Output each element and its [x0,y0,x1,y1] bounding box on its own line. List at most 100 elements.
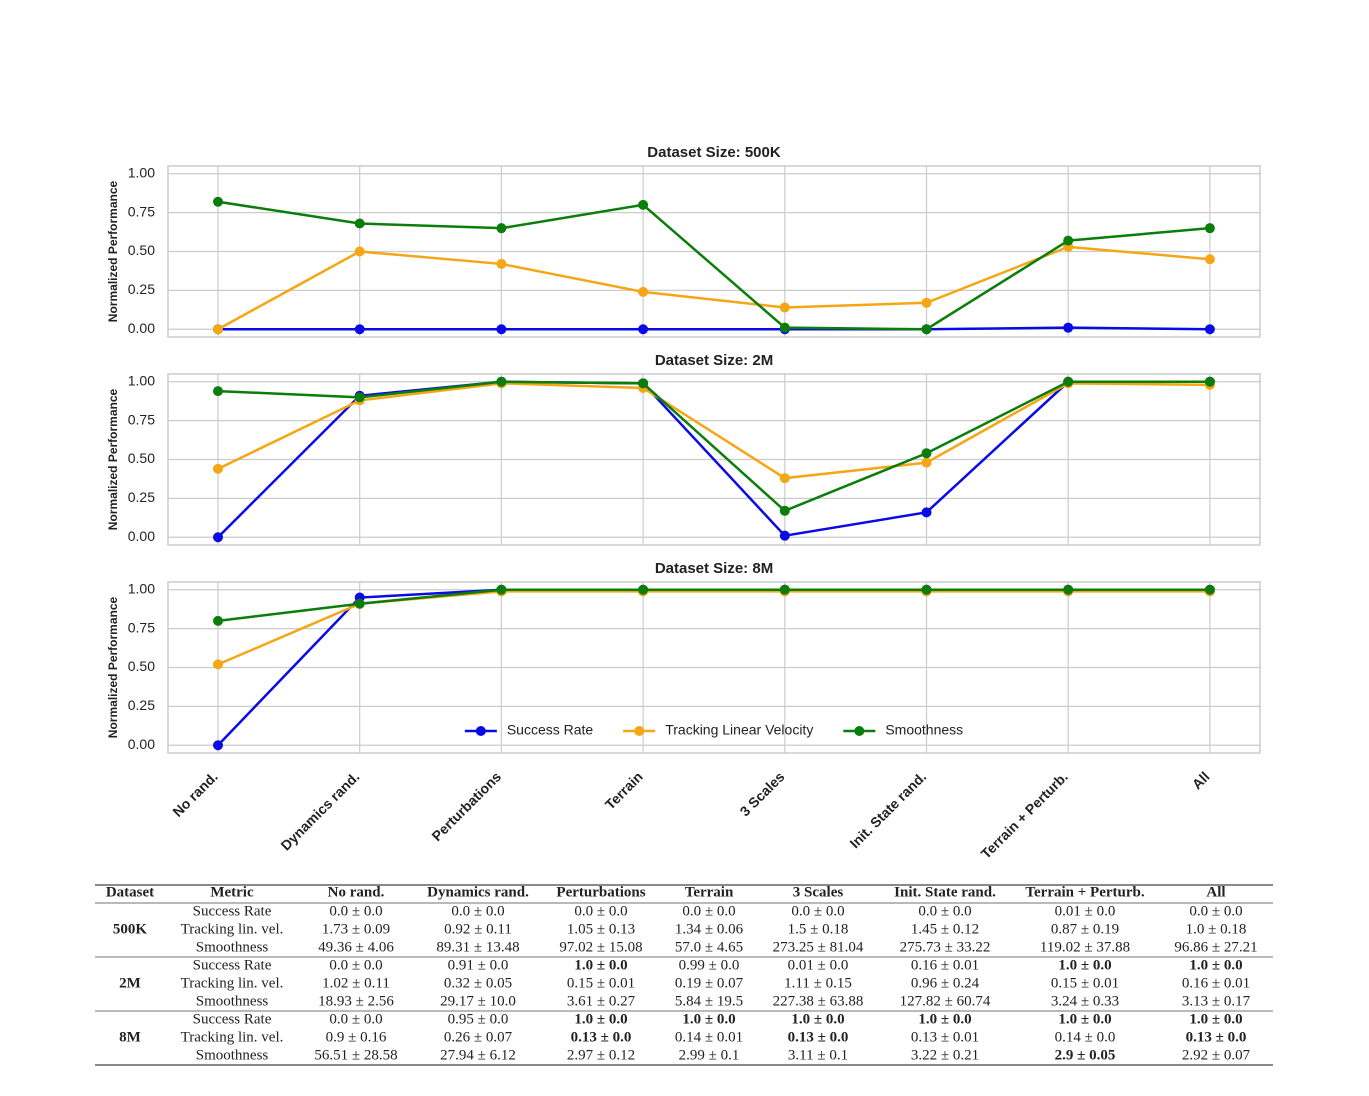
table-cell: 0.0 ± 0.0 [1189,903,1242,919]
metric-label: Tracking lin. vel. [181,921,284,937]
y-tick-label: 0.25 [128,697,155,713]
table-cell: 0.0 ± 0.0 [329,957,382,973]
point [779,584,790,595]
point [213,196,223,207]
point [354,324,365,335]
point [354,392,365,403]
y-tick-label: 1.00 [128,164,155,180]
point [213,386,223,397]
table-cell: 0.32 ± 0.05 [444,975,512,991]
metric-label: Smoothness [196,939,269,955]
point [1063,322,1074,333]
series-line [217,588,1210,623]
point [779,530,790,541]
legend-marker [475,726,486,736]
y-axis-label: Normalized Performance [106,596,120,738]
point [921,457,932,468]
table-cell: 0.14 ± 0.01 [675,1029,743,1045]
table-cell: 0.9 ± 0.16 [326,1029,387,1045]
table-header: Dynamics rand. [427,884,529,900]
table-cell: 0.15 ± 0.01 [567,975,635,991]
point [496,324,507,335]
metric-label: Success Rate [193,1011,272,1027]
table-cell: 0.16 ± 0.01 [911,957,979,973]
metric-label: Tracking lin. vel. [181,1029,284,1045]
point [496,584,507,595]
table-cell: 0.13 ± 0.01 [911,1029,979,1045]
legend-label: Success Rate [507,722,594,738]
metric-label: Smoothness [196,1047,269,1063]
table-header: All [1206,884,1225,900]
table-cell: 0.0 ± 0.0 [451,903,504,919]
point [213,463,223,474]
y-tick-label: 0.50 [128,658,155,674]
point [779,473,790,484]
legend-marker [634,726,645,736]
table-cell: 0.0 ± 0.0 [791,903,844,919]
table-cell: 1.0 ± 0.0 [574,957,627,973]
table-cell: 0.01 ± 0.0 [1055,903,1116,919]
point [1204,324,1215,335]
x-tick-label: Terrain [602,768,646,812]
legend: Success Rate Tracking Linear Velocity Smoo… [464,722,963,738]
table-cell: 0.0 ± 0.0 [682,903,735,919]
table-cell: 0.01 ± 0.0 [788,957,849,973]
table-header: Perturbations [556,884,645,900]
y-tick-label: 0.75 [128,203,155,219]
table-cell: 3.24 ± 0.33 [1051,993,1119,1009]
point [921,324,932,335]
x-tick-label: Perturbations [428,768,504,844]
point [1063,584,1074,595]
table-header: Init. State rand. [894,884,996,900]
x-tick-label: 3 Scales [737,768,788,819]
metric-label: Tracking lin. vel. [181,975,284,991]
x-tick-label: Init. State rand. [846,768,929,851]
point [213,615,223,626]
point [1063,235,1074,246]
table-cell: 1.0 ± 0.18 [1186,921,1247,937]
table-cell: 127.82 ± 60.74 [900,993,991,1009]
y-tick-label: 0.75 [128,411,155,427]
point [921,448,932,459]
table-cell: 0.95 ± 0.0 [448,1011,509,1027]
point [921,297,932,308]
series-line [217,245,1211,331]
x-tick-label: All [1189,768,1213,792]
x-tick-label: Dynamics rand. [277,768,362,853]
point [638,378,649,389]
table-cell: 0.13 ± 0.0 [788,1029,849,1045]
table-cell: 1.73 ± 0.09 [322,921,390,937]
point [921,584,932,595]
metric-label: Smoothness [196,993,269,1009]
table-cell: 0.87 ± 0.19 [1051,921,1119,937]
chart-title: Dataset Size: 8M [655,560,773,577]
series-line [218,326,1210,331]
table-cell: 119.02 ± 37.88 [1040,939,1130,955]
metric-label: Success Rate [193,957,272,973]
dataset-label: 2M [119,975,141,991]
point [1204,584,1215,595]
y-axis-label: Normalized Performance [106,388,120,530]
table-cell: 275.73 ± 33.22 [900,939,991,955]
table-cell: 1.0 ± 0.0 [918,1011,971,1027]
table-cell: 0.99 ± 0.0 [679,957,740,973]
table-cell: 0.0 ± 0.0 [574,903,627,919]
table-cell: 0.19 ± 0.07 [675,975,744,991]
table-cell: 1.0 ± 0.0 [1058,957,1111,973]
point [638,286,649,297]
series-line [217,382,1210,480]
point [496,376,507,387]
table-header: Terrain + Perturb. [1025,884,1144,900]
point [1204,223,1215,234]
table-cell: 29.17 ± 10.0 [440,993,516,1009]
table-cell: 1.45 ± 0.12 [911,921,979,937]
table-cell: 89.31 ± 13.48 [436,939,519,955]
point [779,302,790,313]
y-tick-label: 0.25 [128,489,155,505]
table-header: 3 Scales [793,884,844,900]
point [779,505,790,516]
point [1204,254,1215,265]
table-cell: 3.11 ± 0.1 [788,1047,848,1063]
table-cell: 0.15 ± 0.01 [1051,975,1119,991]
